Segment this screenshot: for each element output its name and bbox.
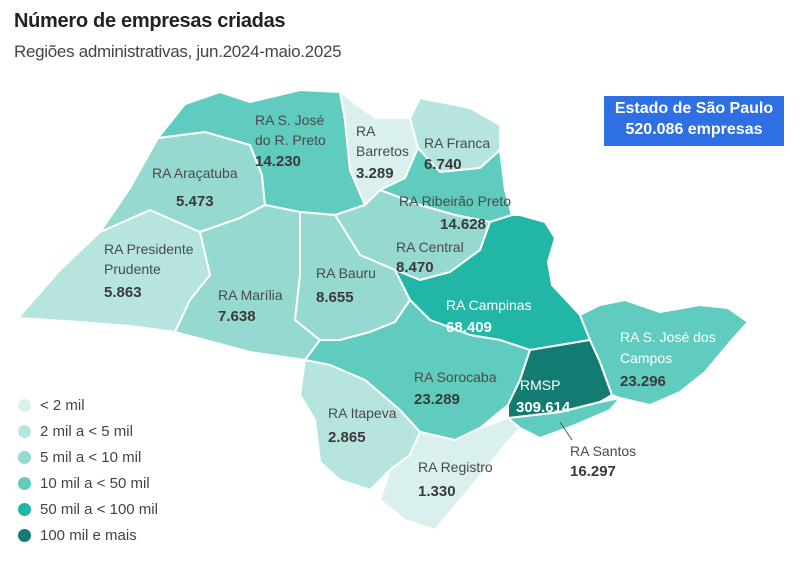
legend-label: 10 mil a < 50 mil [40,474,150,492]
state-total-box: Estado de São Paulo 520.086 empresas [604,96,784,146]
region-registro[interactable] [379,417,521,531]
value-ribeirao: 14.628 [440,216,486,233]
legend-item: 5 mil a < 10 mil [18,444,158,470]
label-sjcampos: RA S. José dos [620,329,716,345]
label-bauru: RA Bauru [316,265,376,281]
value-central: 8.470 [396,259,434,276]
label-registro: RA Registro [418,459,493,475]
value-santos: 16.297 [570,463,616,480]
label-barretos: RA [356,123,376,139]
legend-item: 10 mil a < 50 mil [18,470,158,496]
value-itapeva: 2.865 [328,429,366,446]
state-total-label: Estado de São Paulo [614,100,774,117]
legend-swatch [18,476,31,490]
label-sjrp: RA S. José [255,112,324,128]
legend-swatch [18,398,31,412]
legend-swatch [18,502,31,516]
legend-label: 2 mil a < 5 mil [40,422,133,440]
label-barretos-2: Barretos [356,143,409,159]
value-sorocaba: 23.289 [414,391,460,408]
label-prudente-2: Prudente [104,261,161,277]
label-santos: RA Santos [570,443,636,459]
legend-label: 5 mil a < 10 mil [40,448,142,466]
legend-label: < 2 mil [40,396,85,414]
legend-item: 50 mil a < 100 mil [18,496,158,522]
label-rmsp: RMSP [520,377,560,393]
legend-label: 100 mil e mais [40,526,137,544]
state-total-value: 520.086 empresas [625,121,763,138]
label-franca: RA Franca [424,135,490,151]
label-itapeva: RA Itapeva [328,405,397,421]
value-bauru: 8.655 [316,289,354,306]
value-aracatuba: 5.473 [176,193,214,210]
map-subtitle: Regiões administrativas, jun.2024-maio.2… [14,42,342,61]
value-sjrp: 14.230 [255,153,301,170]
label-sjrp-2: do R. Preto [255,132,326,148]
region-sao-jose-dos-campos[interactable] [579,299,749,406]
label-campinas: RA Campinas [446,297,532,313]
legend-item: < 2 mil [18,392,158,418]
leader-line-santos [559,421,573,441]
map-title: Número de empresas criadas [14,10,286,32]
legend: < 2 mil 2 mil a < 5 mil 5 mil a < 10 mil… [18,392,158,548]
value-prudente: 5.863 [104,284,142,301]
label-sorocaba: RA Sorocaba [414,369,497,385]
value-campinas: 68.409 [446,319,492,336]
label-prudente: RA Presidente [104,241,194,257]
legend-label: 50 mil a < 100 mil [40,500,158,518]
label-ribeirao: RA Ribeirão Preto [399,193,511,209]
value-franca: 6.740 [424,156,462,173]
value-sjcampos: 23.296 [620,373,666,390]
label-central: RA Central [396,239,464,255]
legend-swatch [18,450,31,464]
value-barretos: 3.289 [356,165,394,182]
label-marilia: RA Marília [218,287,283,303]
label-sjcampos-2: Campos [620,350,672,366]
legend-swatch [18,424,31,438]
value-rmsp: 309.614 [516,399,571,416]
value-registro: 1.330 [418,483,456,500]
value-marilia: 7.638 [218,308,256,325]
legend-item: 100 mil e mais [18,522,158,548]
legend-item: 2 mil a < 5 mil [18,418,158,444]
label-aracatuba: RA Araçatuba [152,165,238,181]
legend-swatch [18,528,31,542]
